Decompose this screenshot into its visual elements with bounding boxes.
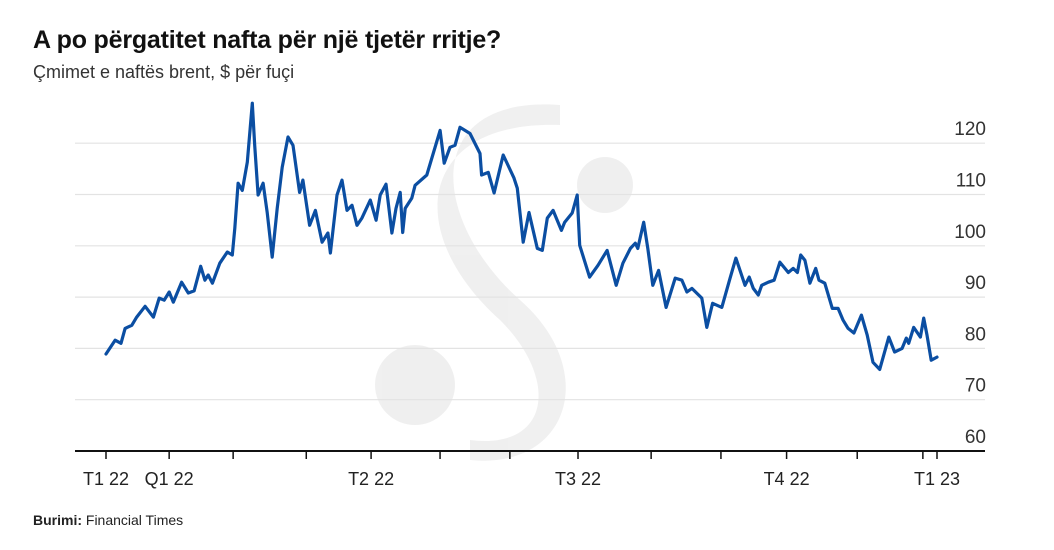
y-tick-label: 70 (965, 376, 986, 397)
x-tick-label: T1 22 (83, 469, 129, 489)
y-tick-label: 110 (956, 171, 986, 192)
x-tick-label: T3 22 (555, 469, 601, 489)
gridlines (75, 142, 985, 401)
x-axis: T1 22 Q1 22 T2 22 T3 22 T4 22 T1 23 (75, 450, 985, 489)
x-tick-label: T4 22 (764, 469, 810, 489)
watermark-logo (375, 104, 633, 461)
source-value: Financial Times (85, 512, 184, 528)
y-tick-label: 90 (965, 273, 986, 294)
y-tick-label: 100 (954, 222, 986, 243)
y-axis: 60 70 80 90 100 110 120 (954, 119, 986, 448)
source-note: Burimi: Financial Times (33, 512, 183, 528)
y-tick-label: 60 (965, 427, 986, 448)
x-tick-label: T1 23 (914, 469, 960, 489)
chart-subtitle: Çmimet e naftës brent, $ për fuçi (33, 62, 295, 82)
series-line (104, 101, 939, 371)
x-tick-label: T2 22 (348, 469, 394, 489)
chart-title: A po përgatitet nafta për një tjetër rri… (33, 26, 502, 54)
y-tick-label: 80 (965, 324, 986, 345)
y-tick-label: 120 (954, 119, 986, 140)
x-tick-label: Q1 22 (145, 469, 194, 489)
source-label: Burimi: (33, 512, 82, 528)
